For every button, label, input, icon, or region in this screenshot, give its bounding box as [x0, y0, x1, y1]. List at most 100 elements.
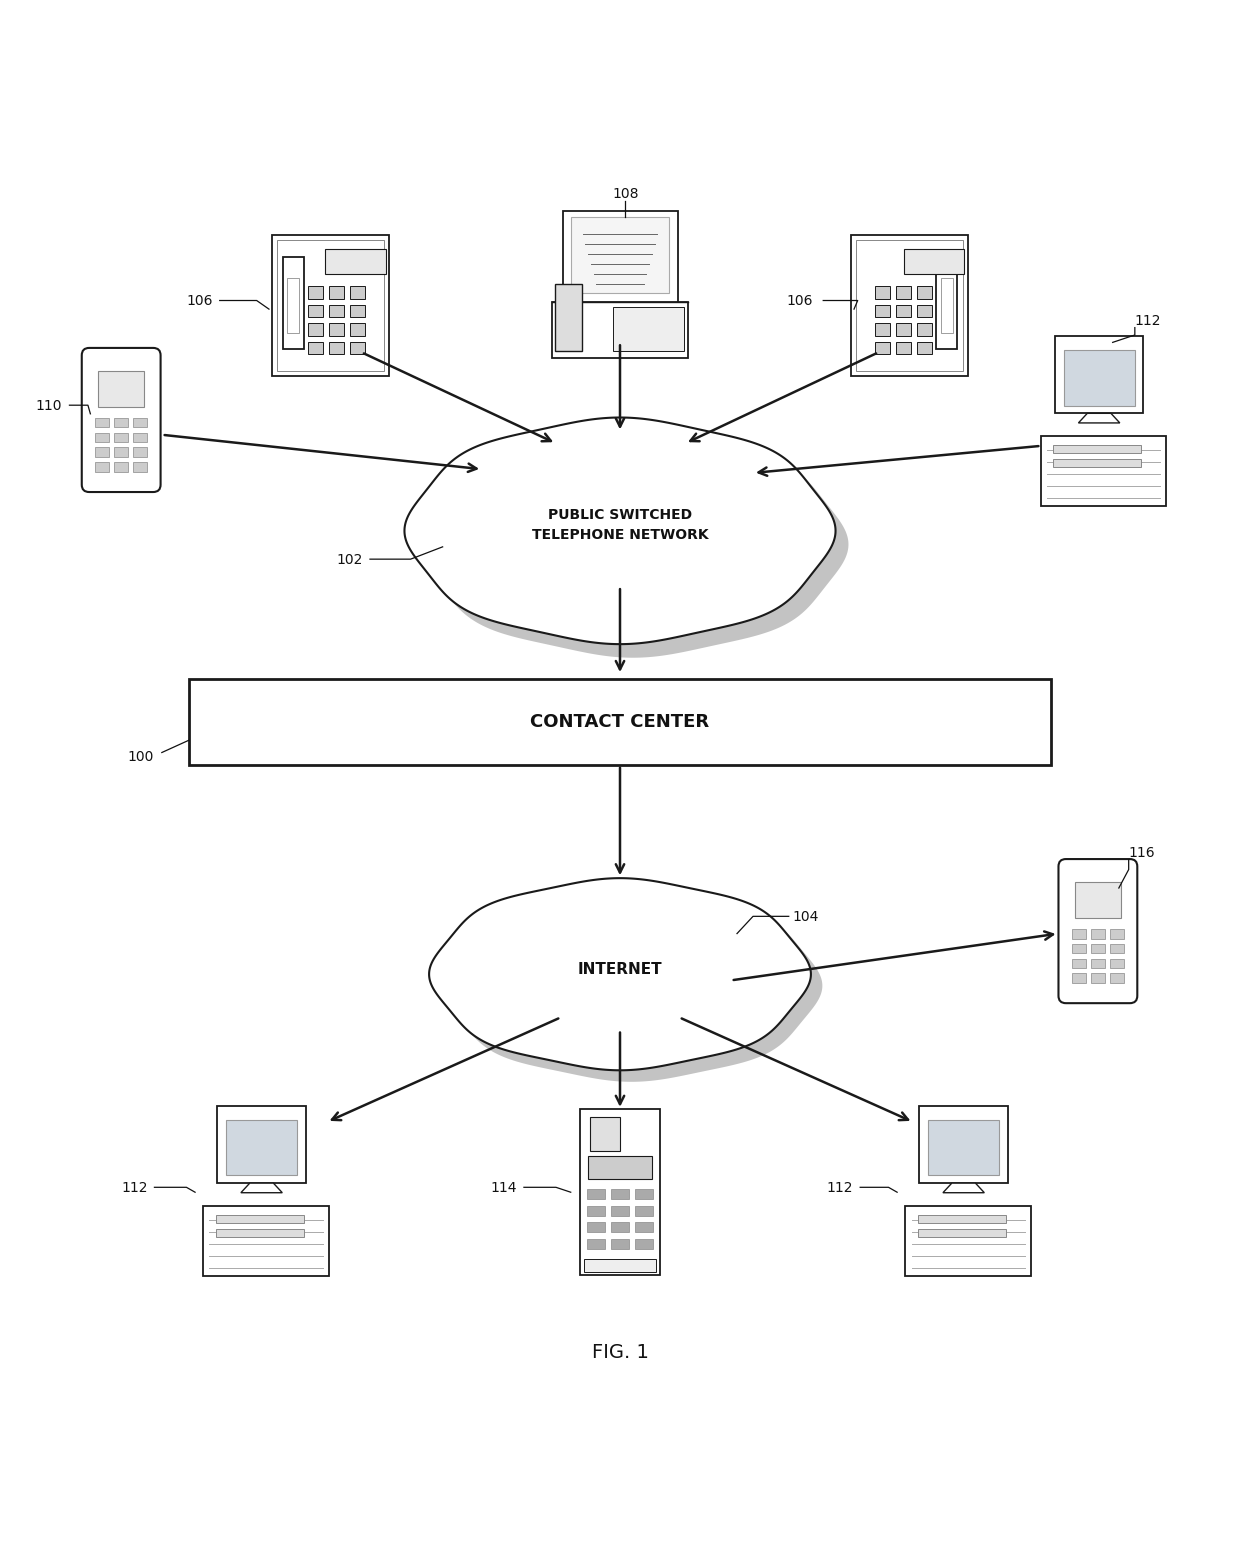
Bar	[98, 370, 144, 407]
Bar	[1064, 350, 1135, 406]
Polygon shape	[1079, 413, 1120, 423]
Bar	[936, 256, 957, 348]
Bar	[134, 433, 148, 443]
Bar	[1071, 959, 1086, 968]
Bar	[1091, 944, 1105, 953]
Bar	[875, 324, 890, 336]
Polygon shape	[440, 890, 822, 1082]
Bar	[635, 1206, 652, 1215]
Bar	[1091, 973, 1105, 984]
Bar	[856, 241, 963, 370]
Bar	[1110, 928, 1125, 939]
Bar	[1110, 944, 1125, 953]
Bar	[584, 1258, 656, 1272]
FancyBboxPatch shape	[82, 348, 161, 492]
Bar	[635, 1189, 652, 1198]
Bar	[216, 1215, 304, 1223]
Bar	[95, 463, 109, 472]
Text: 114: 114	[491, 1181, 517, 1195]
Text: 112: 112	[827, 1181, 853, 1195]
Bar	[350, 341, 365, 355]
Bar	[611, 1223, 629, 1232]
Bar	[588, 1189, 605, 1198]
Bar	[611, 1238, 629, 1249]
Bar	[918, 305, 932, 318]
Bar	[897, 341, 911, 355]
Bar	[588, 1223, 605, 1232]
Polygon shape	[241, 1183, 283, 1192]
Bar	[226, 1119, 298, 1175]
Bar	[286, 278, 299, 333]
Bar	[95, 447, 109, 456]
Bar	[572, 216, 668, 293]
Bar	[552, 302, 688, 358]
Text: 112: 112	[1135, 315, 1162, 328]
Bar	[918, 324, 932, 336]
Bar	[277, 241, 384, 370]
Bar	[134, 418, 148, 427]
Bar	[188, 678, 1052, 765]
Bar	[611, 1189, 629, 1198]
Bar	[1075, 882, 1121, 917]
Bar	[941, 278, 954, 333]
Bar	[1071, 928, 1086, 939]
Polygon shape	[942, 1183, 985, 1192]
Bar	[1091, 928, 1105, 939]
Bar	[635, 1238, 652, 1249]
Polygon shape	[429, 877, 811, 1070]
Bar	[563, 211, 678, 302]
Bar	[134, 447, 148, 456]
Bar	[588, 1155, 652, 1180]
Bar	[614, 307, 683, 352]
Bar	[308, 341, 322, 355]
Bar	[919, 1106, 1008, 1183]
FancyBboxPatch shape	[1059, 859, 1137, 1004]
Bar	[95, 433, 109, 443]
Bar	[1071, 944, 1086, 953]
Polygon shape	[404, 418, 836, 645]
Text: 100: 100	[128, 749, 154, 765]
Text: 112: 112	[122, 1181, 148, 1195]
Bar	[114, 433, 128, 443]
Bar	[905, 1206, 1030, 1275]
Bar	[897, 324, 911, 336]
Bar	[203, 1206, 329, 1275]
Bar	[580, 1109, 660, 1275]
Bar	[918, 1229, 1006, 1237]
Bar	[134, 463, 148, 472]
Text: 106: 106	[786, 295, 812, 308]
Bar	[308, 305, 322, 318]
Bar	[875, 341, 890, 355]
Bar	[904, 248, 965, 274]
Polygon shape	[418, 432, 848, 658]
Bar	[918, 287, 932, 299]
Bar	[1110, 959, 1125, 968]
Bar	[216, 1229, 304, 1237]
Bar	[308, 324, 322, 336]
Bar	[1110, 973, 1125, 984]
Bar	[329, 305, 343, 318]
Bar	[350, 305, 365, 318]
Text: 102: 102	[337, 554, 363, 567]
Bar	[875, 305, 890, 318]
Bar	[95, 418, 109, 427]
Bar	[918, 341, 932, 355]
Bar	[556, 284, 582, 352]
Bar	[329, 287, 343, 299]
Bar	[329, 341, 343, 355]
Text: PUBLIC SWITCHED
TELEPHONE NETWORK: PUBLIC SWITCHED TELEPHONE NETWORK	[532, 509, 708, 541]
Bar	[217, 1106, 306, 1183]
Text: 106: 106	[186, 295, 213, 308]
Bar	[611, 1206, 629, 1215]
Bar	[897, 287, 911, 299]
Bar	[272, 234, 389, 376]
Bar	[114, 447, 128, 456]
Bar	[329, 324, 343, 336]
Bar	[1053, 446, 1141, 453]
Bar	[283, 256, 304, 348]
Bar	[350, 287, 365, 299]
Bar	[1040, 436, 1167, 506]
Text: 110: 110	[35, 399, 62, 413]
Bar	[851, 234, 968, 376]
Bar	[325, 248, 386, 274]
